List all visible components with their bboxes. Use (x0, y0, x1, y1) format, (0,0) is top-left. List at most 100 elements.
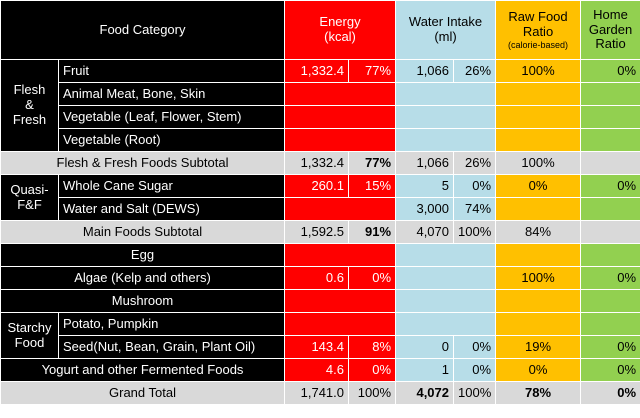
fruit-home: 0% (580, 59, 640, 83)
animal-meat-home (580, 82, 640, 106)
animal-meat-water (395, 82, 497, 106)
main-subtotal-water-pct: 100% (453, 220, 497, 244)
seed-home: 0% (580, 335, 640, 359)
yogurt-home: 0% (580, 358, 640, 382)
water-salt-energy (283, 197, 397, 221)
algae-water (395, 266, 497, 290)
veg-root-water (395, 128, 497, 152)
egg-energy (283, 243, 397, 267)
header-water-line2: (ml) (434, 29, 457, 44)
header-water-line1: Water Intake (408, 14, 483, 30)
table-row-fruit: Flesh & Fresh Fruit 1,332.4 77% 1,066 26… (0, 59, 640, 152)
yogurt-raw: 0% (495, 358, 582, 382)
water-salt-water: 3,000 (395, 197, 455, 221)
row-label-algae: Algae (Kelp and others) (0, 266, 285, 290)
main-subtotal-water: 4,070 (395, 220, 455, 244)
row-label-flesh-subtotal: Flesh & Fresh Foods Subtotal (0, 151, 285, 175)
water-salt-home (580, 197, 640, 221)
veg-root-energy (283, 128, 397, 152)
algae-energy-pct: 0% (347, 266, 397, 290)
header-row: Food Category Energy (kcal) Water Intake… (0, 0, 640, 60)
potato-raw (495, 312, 582, 336)
seed-energy: 143.4 (284, 335, 349, 359)
row-label-veg-root: Vegetable (Root) (58, 128, 285, 152)
cane-sugar-water: 5 (395, 174, 455, 198)
cane-sugar-energy: 260.1 (284, 174, 349, 198)
fruit-water-pct: 26% (453, 59, 497, 83)
algae-energy: 0.6 (284, 266, 349, 290)
mushroom-home (580, 289, 640, 313)
seed-raw: 19% (495, 335, 582, 359)
main-subtotal-raw: 84% (495, 220, 582, 244)
header-raw-ratio: Raw Food Ratio (calorie-based) (495, 0, 582, 60)
animal-meat-raw (495, 82, 582, 106)
grand-total-raw: 78% (495, 381, 582, 405)
group-flesh-line3: Fresh (12, 111, 47, 127)
fruit-energy: 1,332.4 (284, 59, 349, 83)
row-label-egg: Egg (0, 243, 285, 267)
header-raw-line2: Ratio (522, 23, 554, 39)
group-flesh-fresh: Flesh & Fresh (0, 59, 59, 152)
group-starchy-line1: Starchy (7, 319, 52, 335)
main-subtotal-home (580, 220, 640, 244)
header-energy-line2: (kcal) (324, 29, 356, 44)
table-row-egg: Egg (0, 243, 640, 267)
fruit-energy-pct: 77% (347, 59, 397, 83)
row-label-mushroom: Mushroom (0, 289, 285, 313)
table-row-potato: Starchy Food Potato, Pumpkin (0, 312, 640, 359)
veg-root-home (580, 128, 640, 152)
animal-meat-energy (283, 82, 397, 106)
seed-energy-pct: 8% (347, 335, 397, 359)
group-quasi-line2: F&F (17, 196, 42, 212)
table-row-water-salt: Water and Salt (DEWS) 3,000 74% (1, 197, 640, 221)
flesh-subtotal-water: 1,066 (395, 151, 455, 175)
table-row-main-subtotal: Main Foods Subtotal 1,592.5 91% 4,070 10… (0, 220, 640, 244)
flesh-subtotal-home (580, 151, 640, 175)
veg-leaf-raw (495, 105, 582, 129)
egg-home (580, 243, 640, 267)
mushroom-raw (495, 289, 582, 313)
cane-sugar-energy-pct: 15% (347, 174, 397, 198)
yogurt-water: 1 (395, 358, 455, 382)
water-salt-water-pct: 74% (453, 197, 497, 221)
food-nutrition-table: Food Category Energy (kcal) Water Intake… (0, 0, 640, 405)
table-row-veg-root: Vegetable (Root) (1, 128, 640, 152)
group-quasi-ff: Quasi- F&F (0, 174, 59, 221)
yogurt-energy: 4.6 (284, 358, 349, 382)
veg-leaf-water (395, 105, 497, 129)
mushroom-energy (283, 289, 397, 313)
row-label-main-subtotal: Main Foods Subtotal (0, 220, 285, 244)
flesh-subtotal-water-pct: 26% (453, 151, 497, 175)
table-row-seed: Seed(Nut, Bean, Grain, Plant Oil) 143.4 … (1, 335, 640, 359)
egg-raw (495, 243, 582, 267)
table-row-mushroom: Mushroom (0, 289, 640, 313)
yogurt-energy-pct: 0% (347, 358, 397, 382)
group-flesh-line2: & (25, 97, 34, 113)
flesh-subtotal-energy-pct: 77% (347, 151, 397, 175)
row-label-water-salt: Water and Salt (DEWS) (58, 197, 285, 221)
fruit-water: 1,066 (395, 59, 455, 83)
header-water: Water Intake (ml) (395, 0, 497, 60)
header-home-line3: Ratio (595, 36, 626, 52)
header-energy-line1: Energy (319, 14, 361, 30)
cane-sugar-home: 0% (580, 174, 640, 198)
row-label-grand-total: Grand Total (0, 381, 285, 405)
cane-sugar-water-pct: 0% (453, 174, 497, 198)
water-salt-raw (495, 197, 582, 221)
yogurt-water-pct: 0% (453, 358, 497, 382)
group-quasi-line1: Quasi- (10, 181, 49, 197)
table-row-algae: Algae (Kelp and others) 0.6 0% 100% 0% (0, 266, 640, 290)
row-label-seed: Seed(Nut, Bean, Grain, Plant Oil) (58, 335, 285, 359)
grand-total-home: 0% (580, 381, 640, 405)
main-subtotal-energy: 1,592.5 (284, 220, 349, 244)
grand-total-water: 4,072 (395, 381, 455, 405)
header-home-garden: Home Garden Ratio (580, 0, 640, 60)
group-flesh-line1: Flesh (13, 82, 46, 98)
seed-water-pct: 0% (453, 335, 497, 359)
header-energy: Energy (kcal) (283, 0, 397, 60)
veg-root-raw (495, 128, 582, 152)
table-row-veg-leaf: Vegetable (Leaf, Flower, Stem) (1, 105, 640, 129)
header-food-category: Food Category (0, 0, 285, 60)
grand-total-water-pct: 100% (453, 381, 497, 405)
group-starchy-food: Starchy Food (0, 312, 59, 359)
